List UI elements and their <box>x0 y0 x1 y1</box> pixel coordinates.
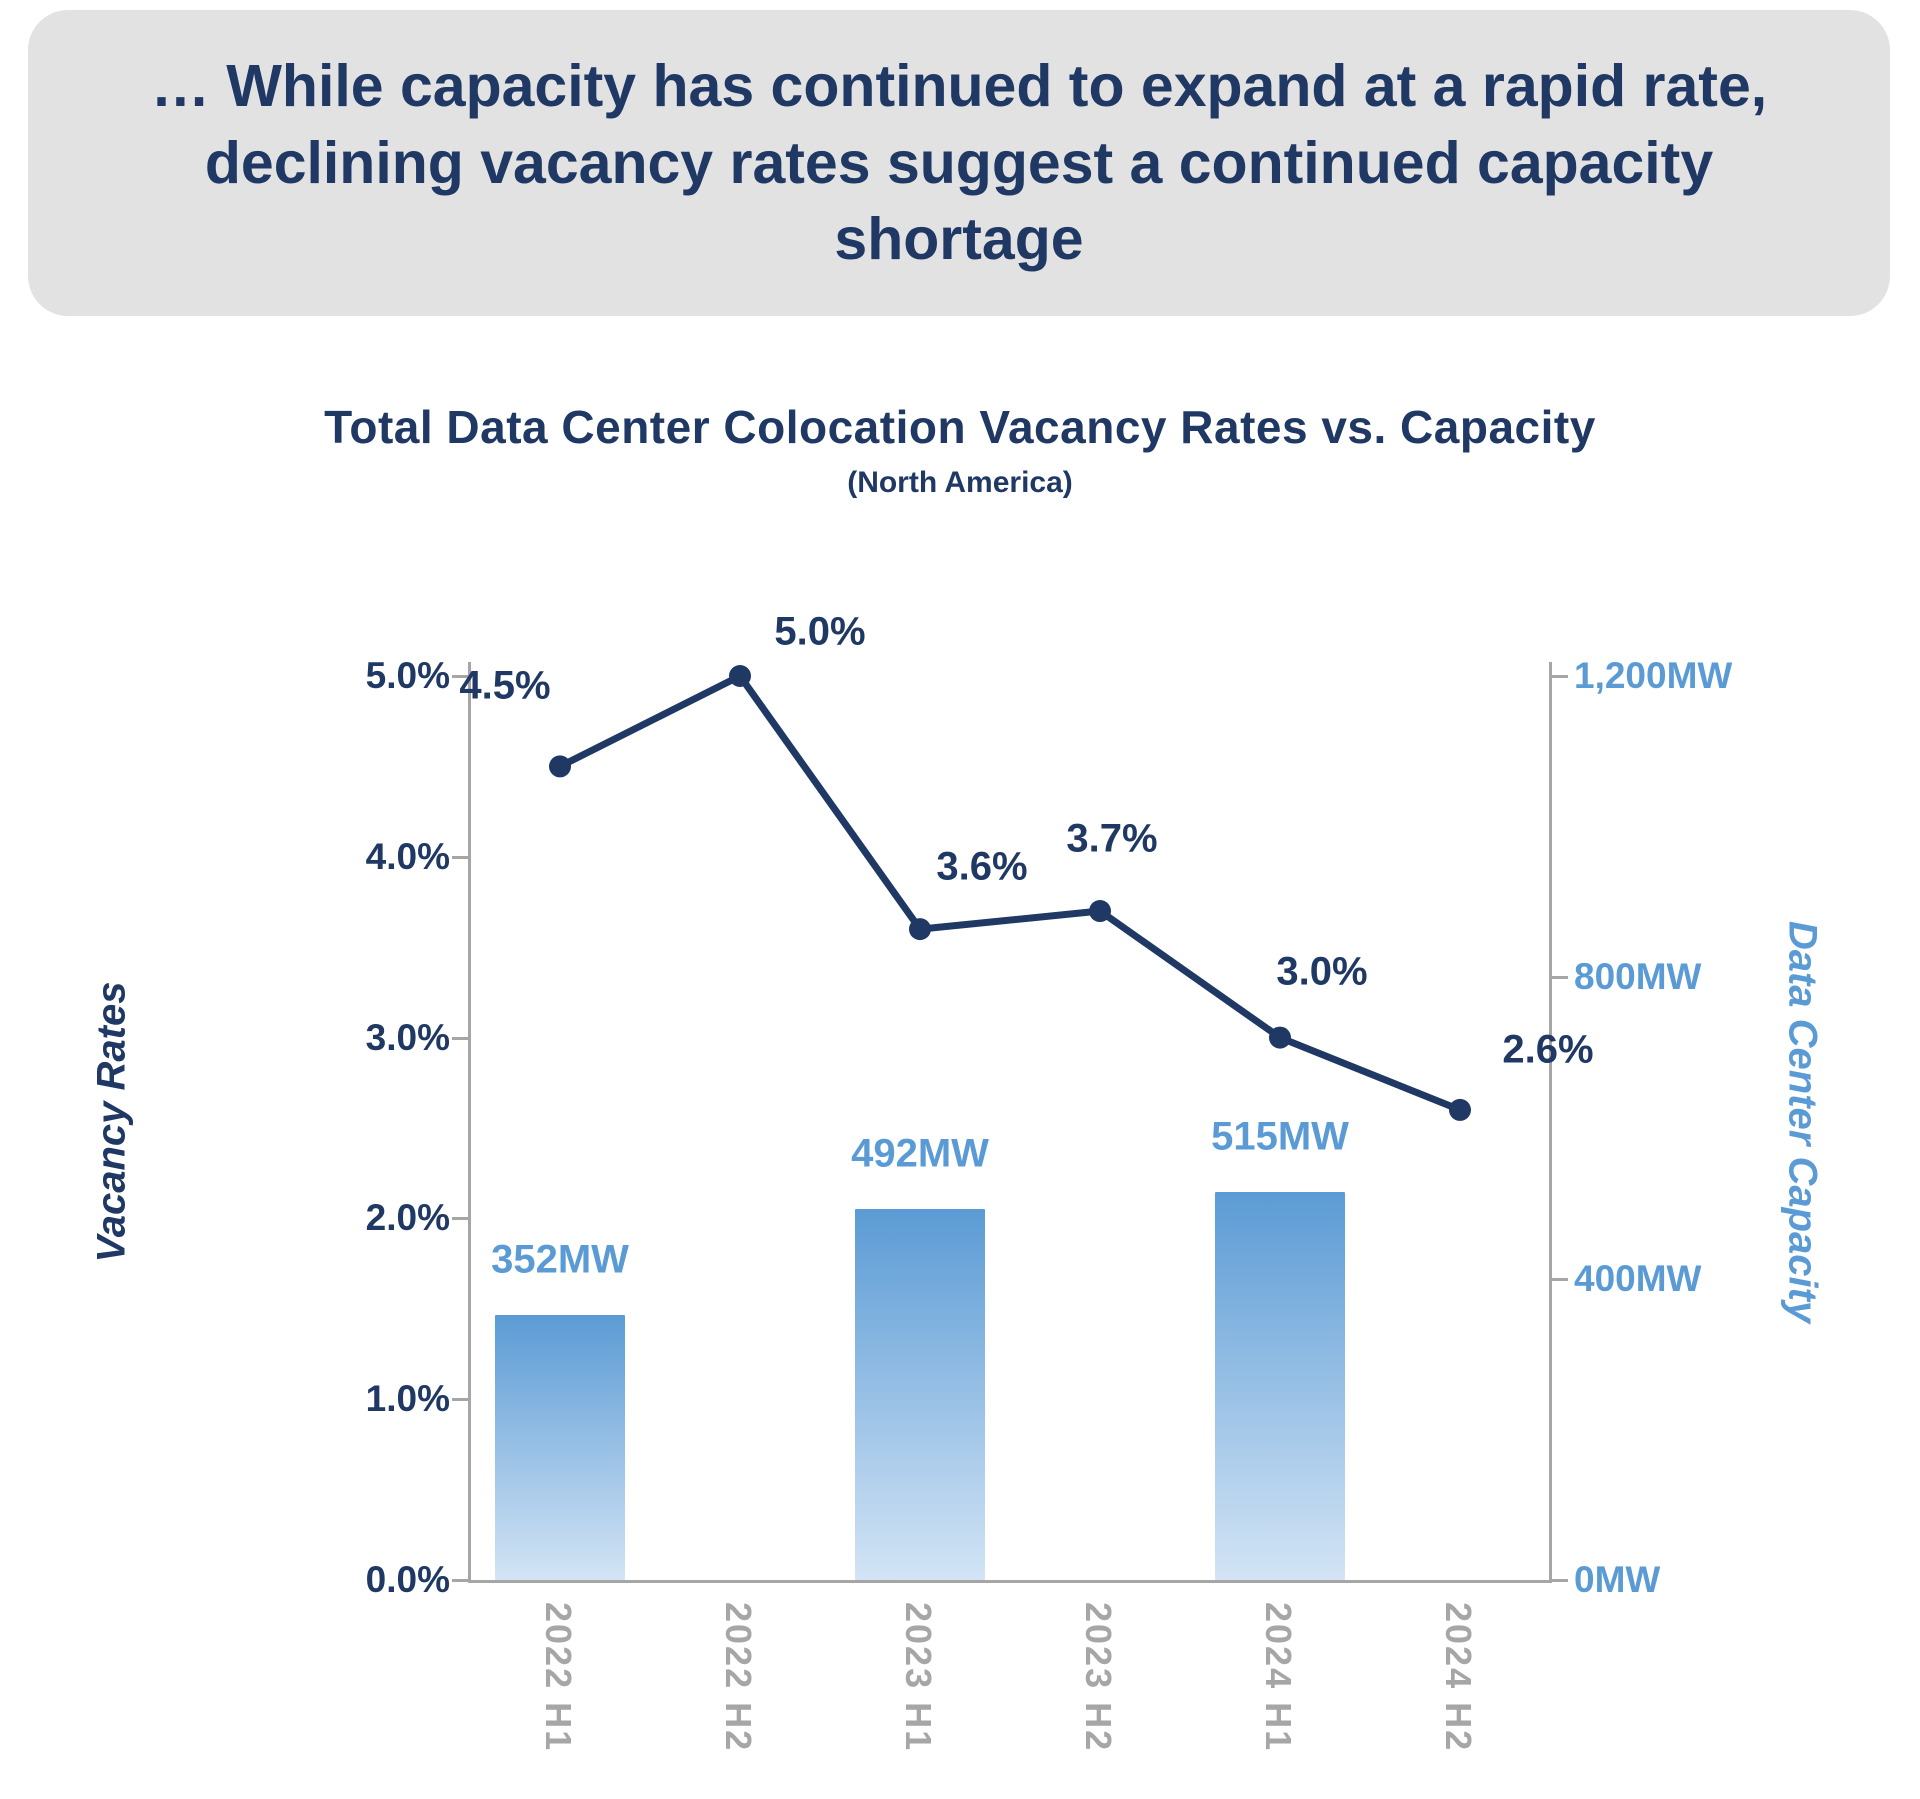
left-axis-tick-mark <box>452 1579 468 1582</box>
right-axis-tick-label: 400MW <box>1574 1257 1702 1299</box>
left-axis-tick-mark <box>452 675 468 678</box>
left-axis-tick-mark <box>452 1217 468 1221</box>
x-axis-label: 2022 H1 <box>538 1602 579 1753</box>
right-axis-tick-label: 800MW <box>1574 956 1702 998</box>
left-axis-tick-label: 0.0% <box>365 1559 450 1600</box>
vacancy-point-label: 3.6% <box>936 844 1028 889</box>
right-axis-line <box>1549 662 1552 1583</box>
right-axis-tick-mark <box>1552 675 1568 678</box>
capacity-bar-label: 352MW <box>491 1237 629 1282</box>
capacity-bar <box>1215 1192 1345 1580</box>
chart-title: Total Data Center Colocation Vacancy Rat… <box>324 401 1596 453</box>
right-axis-tick-mark <box>1552 1277 1568 1281</box>
left-axis-tick-label: 3.0% <box>365 1016 450 1058</box>
header-banner: … While capacity has continued to expand… <box>28 10 1890 317</box>
vacancy-point-marker <box>1449 1098 1471 1121</box>
vacancy-point-label: 2.6% <box>1502 1027 1594 1072</box>
vacancy-point-label: 5.0% <box>774 609 866 654</box>
x-axis-line <box>468 1580 1552 1583</box>
vacancy-point-label: 3.7% <box>1066 816 1158 861</box>
left-axis-tick-mark <box>452 1398 468 1402</box>
vacancy-point-label: 3.0% <box>1276 949 1368 994</box>
right-axis-tick-mark <box>1552 1579 1568 1582</box>
left-axis-tick-label: 2.0% <box>365 1197 450 1239</box>
vacancy-point-marker <box>1269 1026 1291 1049</box>
left-axis-tick-mark <box>452 1036 468 1040</box>
x-axis-label: 2022 H2 <box>718 1602 759 1753</box>
left-axis-tick-label: 4.0% <box>365 835 450 877</box>
vacancy-point-label: 4.5% <box>459 663 551 708</box>
header-title: … While capacity has continued to expand… <box>150 53 1768 273</box>
vacancy-point-marker <box>549 755 571 778</box>
right-axis-tick-label: 0MW <box>1574 1559 1661 1600</box>
capacity-bar-label: 515MW <box>1211 1114 1349 1159</box>
left-axis-tick-mark <box>452 855 468 859</box>
vacancy-point-marker <box>1089 900 1111 923</box>
vacancy-point-marker <box>909 918 931 941</box>
left-axis-tick-label: 5.0% <box>365 655 450 696</box>
capacity-bar-label: 492MW <box>851 1131 989 1176</box>
capacity-bar <box>855 1209 985 1580</box>
right-axis-tick-label: 1,200MW <box>1574 655 1733 696</box>
x-axis-label: 2023 H2 <box>1078 1602 1119 1753</box>
chart-subtitle: (North America) <box>847 466 1073 499</box>
left-axis-tick-label: 1.0% <box>365 1378 450 1420</box>
x-axis-label: 2024 H1 <box>1258 1602 1299 1753</box>
capacity-bar <box>495 1314 625 1580</box>
x-axis-label: 2023 H1 <box>898 1602 939 1753</box>
vacancy-point-marker <box>729 665 751 687</box>
left-axis-line <box>468 662 471 1583</box>
x-axis-label: 2024 H2 <box>1438 1602 1479 1753</box>
vacancy-line <box>558 672 1462 1114</box>
right-axis-tick-mark <box>1552 976 1568 980</box>
